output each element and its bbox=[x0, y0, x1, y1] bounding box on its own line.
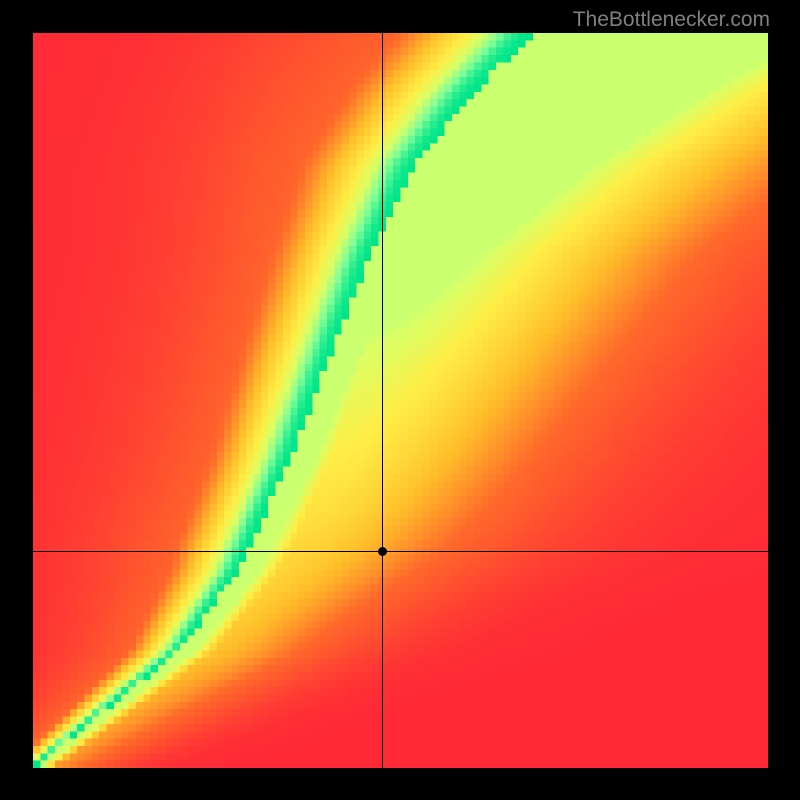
heatmap-plot bbox=[33, 33, 768, 768]
crosshair-marker bbox=[378, 547, 387, 556]
crosshair-horizontal bbox=[33, 551, 768, 552]
heatmap-canvas bbox=[33, 33, 768, 768]
crosshair-vertical bbox=[382, 33, 383, 768]
watermark-text: TheBottlenecker.com bbox=[573, 8, 770, 32]
